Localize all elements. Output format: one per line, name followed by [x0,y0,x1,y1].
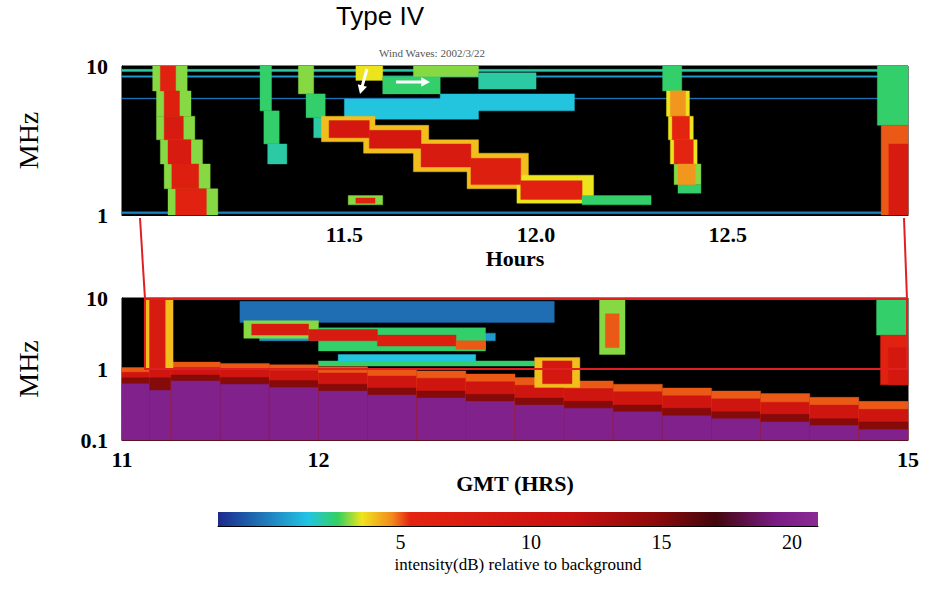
svg-text:11: 11 [112,447,133,472]
svg-text:5: 5 [396,531,406,553]
svg-text:Wind Waves: 2002/3/22: Wind Waves: 2002/3/22 [379,47,485,59]
svg-text:10: 10 [521,531,541,553]
svg-text:Type IV: Type IV [336,1,425,31]
svg-text:GMT (HRS): GMT (HRS) [456,471,574,496]
svg-text:10: 10 [86,286,108,311]
svg-text:20: 20 [782,531,802,553]
svg-text:12.0: 12.0 [517,222,556,247]
svg-text:15: 15 [897,447,919,472]
svg-text:Hours: Hours [486,246,545,271]
svg-text:15: 15 [651,531,671,553]
svg-text:MHz: MHz [13,340,44,398]
svg-text:MHz: MHz [13,112,44,170]
svg-text:0.1: 0.1 [81,428,109,453]
svg-text:1: 1 [97,203,108,228]
svg-text:12: 12 [308,447,330,472]
svg-text:12.5: 12.5 [709,222,748,247]
svg-text:intensity(dB) relative to back: intensity(dB) relative to background [395,555,642,574]
svg-text:10: 10 [86,54,108,79]
svg-text:11.5: 11.5 [326,222,363,247]
svg-text:1: 1 [97,357,108,382]
